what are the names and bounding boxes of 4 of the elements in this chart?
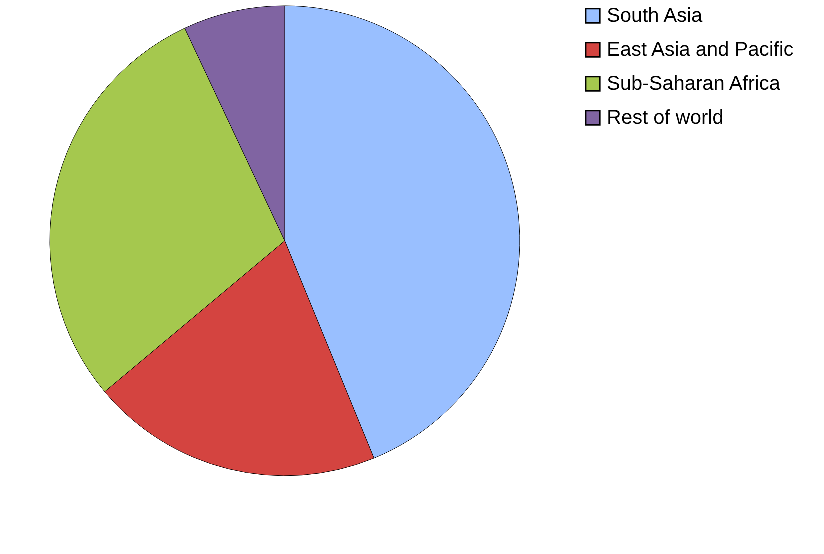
legend-label: South Asia: [607, 5, 704, 27]
legend-label: Sub-Saharan Africa: [607, 73, 782, 95]
legend-label: East Asia and Pacific: [607, 39, 794, 61]
legend-label: Rest of world: [607, 107, 724, 129]
